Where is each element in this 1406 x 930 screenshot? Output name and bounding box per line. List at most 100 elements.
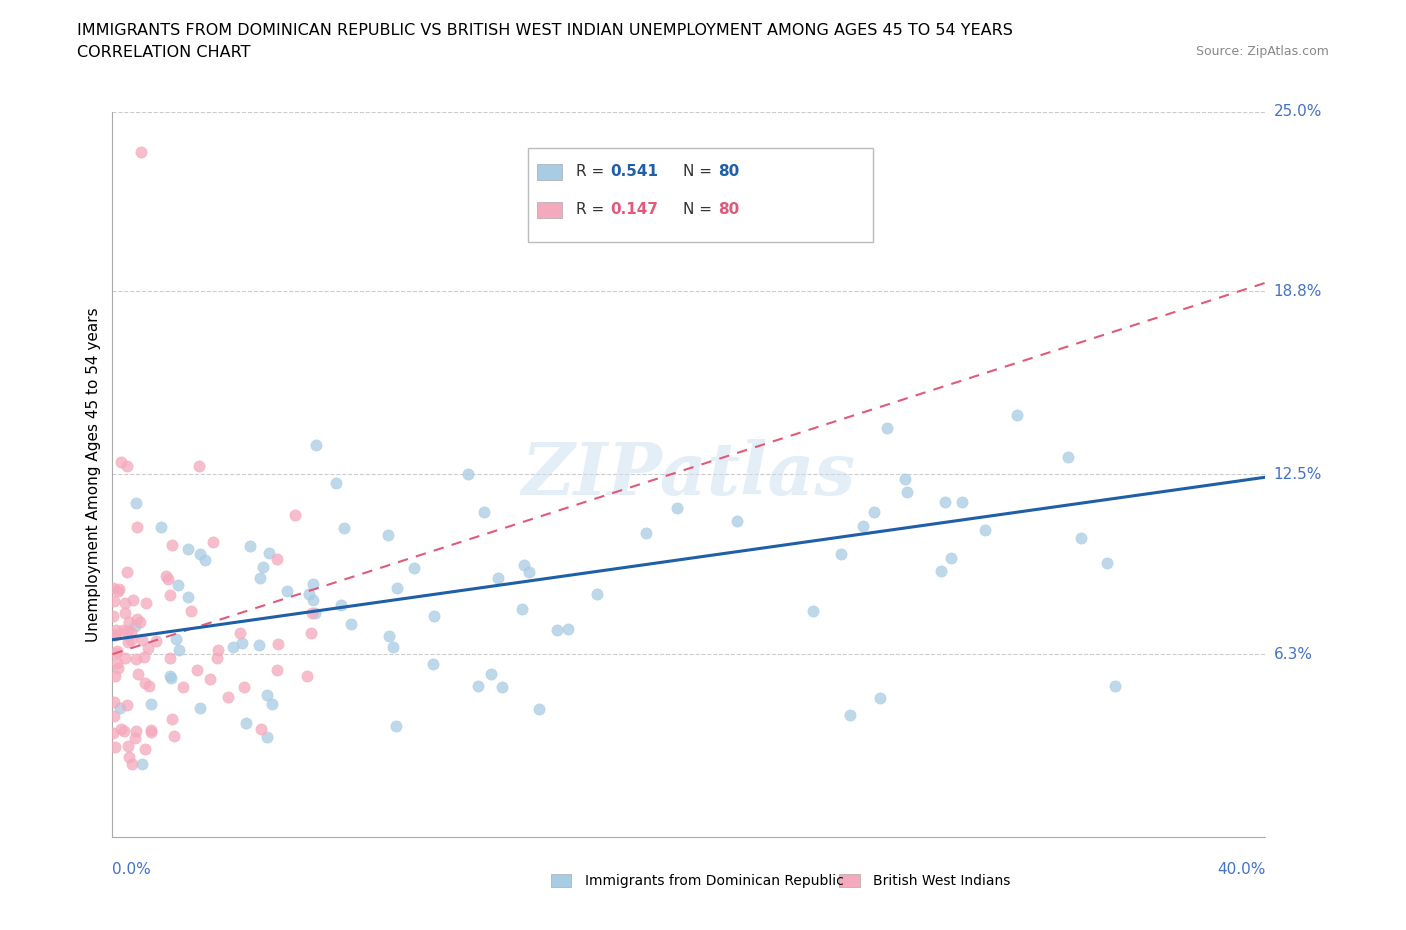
Point [145, 633, 167, 648]
Point [862, 504, 884, 519]
Point [104, 739, 127, 754]
Point [329, 598, 352, 613]
Point [557, 621, 579, 636]
Point [266, 662, 288, 677]
Point [194, 552, 217, 567]
Point [149, 519, 172, 534]
Point [869, 690, 891, 705]
Point [121, 592, 143, 607]
Point [120, 625, 142, 640]
Point [129, 145, 153, 160]
Point [422, 608, 444, 623]
Point [1104, 679, 1126, 694]
Point [896, 485, 918, 499]
Point [188, 547, 211, 562]
Point [101, 580, 124, 595]
Point [155, 568, 177, 583]
Bar [839, 874, 859, 887]
Point [340, 617, 363, 631]
Point [266, 551, 288, 566]
Text: CORRELATION CHART: CORRELATION CHART [77, 45, 250, 60]
FancyBboxPatch shape [527, 148, 873, 242]
Text: 0.541: 0.541 [610, 165, 658, 179]
Point [377, 629, 399, 644]
Point [325, 475, 347, 490]
Point [107, 661, 129, 676]
Point [163, 729, 186, 744]
Point [510, 602, 533, 617]
Point [252, 560, 274, 575]
Text: 40.0%: 40.0% [1218, 862, 1265, 877]
Point [491, 680, 513, 695]
Point [115, 458, 138, 473]
Point [1056, 450, 1078, 465]
Point [207, 643, 229, 658]
Point [114, 605, 136, 620]
Point [546, 622, 568, 637]
Point [259, 546, 281, 561]
Point [186, 663, 208, 678]
Point [112, 622, 135, 637]
Point [305, 438, 328, 453]
Point [301, 605, 323, 620]
Point [302, 577, 325, 591]
Point [167, 643, 190, 658]
Point [636, 525, 658, 540]
Point [479, 667, 502, 682]
Point [159, 588, 181, 603]
Point [302, 592, 325, 607]
Point [1097, 556, 1119, 571]
Point [298, 587, 321, 602]
Point [284, 508, 307, 523]
Point [141, 697, 163, 711]
Point [125, 724, 148, 738]
Point [517, 565, 540, 579]
Point [202, 534, 225, 549]
Text: 80: 80 [718, 165, 740, 179]
Point [233, 680, 256, 695]
Point [114, 650, 136, 665]
Point [104, 669, 127, 684]
Point [127, 666, 149, 681]
Point [467, 679, 489, 694]
Point [124, 730, 146, 745]
Point [260, 697, 283, 711]
Point [138, 679, 160, 694]
Bar [537, 164, 562, 179]
Point [205, 650, 228, 665]
Point [247, 637, 270, 652]
Point [950, 495, 973, 510]
Point [457, 467, 479, 482]
Point [103, 608, 125, 623]
Point [125, 652, 148, 667]
Point [117, 634, 139, 649]
Text: 25.0%: 25.0% [1274, 104, 1322, 119]
Point [107, 584, 129, 599]
Point [586, 587, 609, 602]
Point [382, 640, 405, 655]
Point [124, 618, 146, 633]
Point [229, 626, 252, 641]
Text: N =: N = [683, 165, 717, 179]
Point [136, 641, 159, 656]
Text: 0.147: 0.147 [610, 202, 658, 217]
Point [333, 520, 356, 535]
Text: British West Indians: British West Indians [873, 873, 1011, 887]
Point [172, 679, 194, 694]
Point [1070, 531, 1092, 546]
Point [110, 455, 132, 470]
Point [117, 738, 139, 753]
Point [131, 757, 153, 772]
Point [304, 605, 326, 620]
Point [830, 547, 852, 562]
Point [256, 729, 278, 744]
Point [250, 722, 273, 737]
Text: 18.8%: 18.8% [1274, 284, 1322, 299]
Text: R =: R = [576, 165, 609, 179]
Point [422, 657, 444, 671]
Point [139, 724, 162, 739]
Point [135, 595, 157, 610]
Point [108, 700, 131, 715]
Point [934, 494, 956, 509]
Point [402, 561, 425, 576]
